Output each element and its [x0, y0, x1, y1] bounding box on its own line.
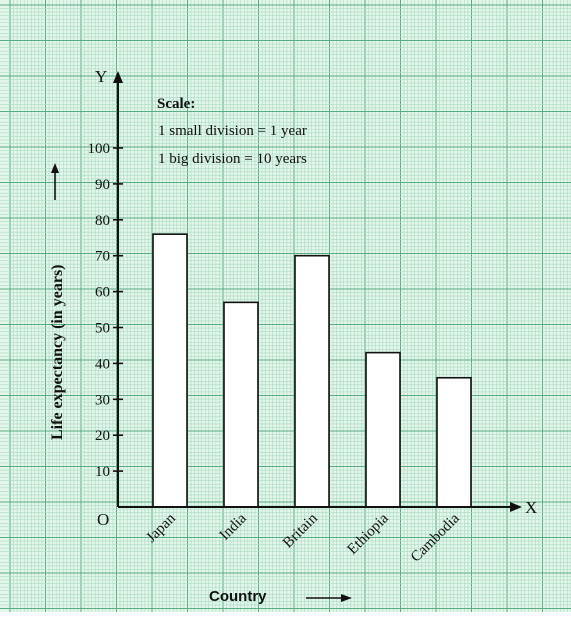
y-tick-label: 40 [95, 356, 110, 372]
y-tick-label: 80 [95, 213, 110, 229]
y-tick-label: 60 [95, 285, 110, 301]
bar-ethiopia [365, 351, 401, 508]
scale-legend: Scale: 1 small division = 1 year 1 big d… [157, 96, 307, 167]
origin-label: O [97, 510, 109, 529]
y-axis-arrow [113, 71, 123, 83]
y-title-arrow-head [51, 163, 59, 173]
bar-japan [152, 233, 188, 508]
bars [152, 233, 472, 508]
scale-small-division: 1 small division = 1 year [158, 123, 307, 139]
axis-x-letter: X [525, 498, 537, 517]
x-title-arrow-head [341, 594, 352, 602]
y-ticks: 10 20 30 40 50 60 70 80 90 100 [88, 141, 123, 480]
y-axis-title-group: Life expectancy (in years) [49, 163, 66, 440]
x-axis-arrow [510, 502, 522, 512]
scale-big-division: 1 big division = 10 years [158, 151, 307, 167]
y-tick-label: 30 [95, 392, 110, 408]
bar-britain [294, 254, 330, 508]
scale-title: Scale: [157, 96, 195, 112]
y-tick-label: 70 [95, 249, 110, 265]
y-tick-label: 50 [95, 321, 110, 337]
bar-india [223, 301, 259, 508]
x-axis-title-group: Country [209, 588, 352, 605]
y-axis-title: Life expectancy (in years) [49, 264, 66, 440]
bar-cambodia [436, 376, 472, 508]
y-tick-label: 100 [88, 141, 111, 157]
y-tick-label: 90 [95, 177, 110, 193]
y-tick-label: 20 [95, 428, 110, 444]
axis-y-letter: Y [95, 67, 107, 86]
axes: X Y O [95, 67, 537, 529]
y-tick-label: 10 [95, 464, 110, 480]
x-axis-title: Country [209, 588, 267, 605]
